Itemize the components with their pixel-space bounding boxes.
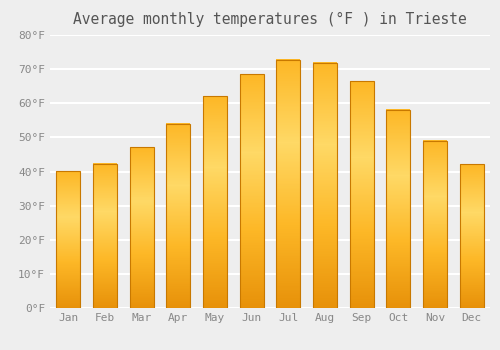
Bar bbox=[460, 164, 483, 308]
Bar bbox=[203, 96, 227, 308]
Bar bbox=[313, 63, 337, 308]
Bar bbox=[93, 164, 117, 308]
Bar bbox=[56, 171, 80, 308]
Title: Average monthly temperatures (°F ) in Trieste: Average monthly temperatures (°F ) in Tr… bbox=[73, 12, 467, 27]
Bar bbox=[423, 141, 447, 308]
Bar bbox=[130, 147, 154, 308]
Bar bbox=[386, 110, 410, 308]
Bar bbox=[276, 60, 300, 308]
Bar bbox=[166, 124, 190, 308]
Bar bbox=[350, 81, 374, 308]
Bar bbox=[240, 74, 264, 308]
